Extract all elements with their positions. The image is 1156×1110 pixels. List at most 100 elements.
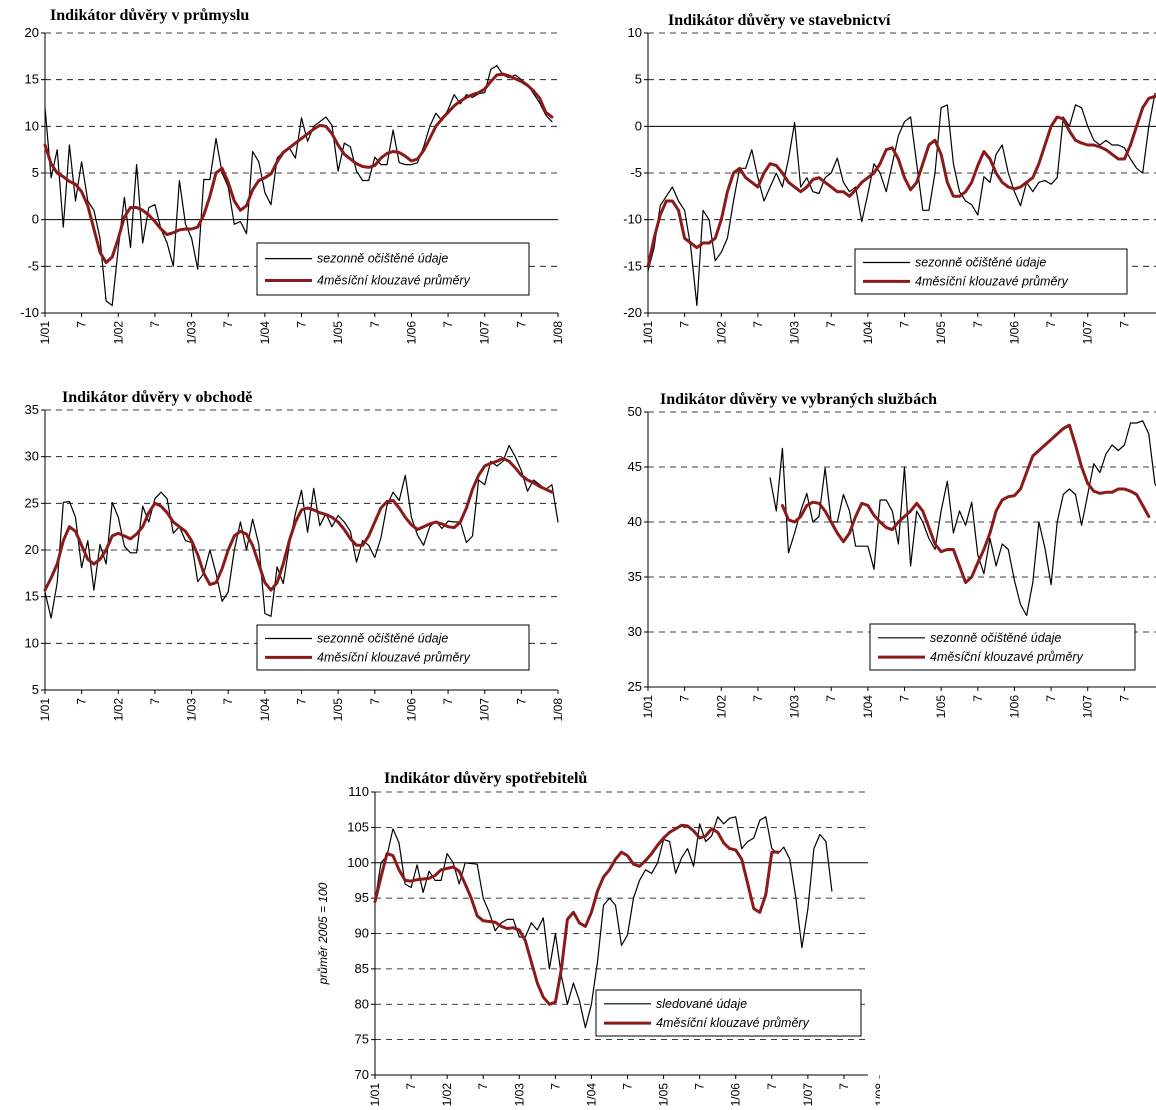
x-tick-label: 7	[368, 321, 382, 328]
chart-title: Indikátor důvěry spotřebitelů	[384, 770, 587, 787]
x-tick-label: 7	[824, 321, 838, 328]
x-tick-label: 7	[295, 321, 309, 328]
y-tick-label: 10	[25, 118, 39, 133]
chart-trade-svg: Indikátor důvěry v obchodě 5 10 15 20 25 30 35 1…	[25, 389, 565, 722]
series-line-moving-average	[373, 823, 780, 1006]
chart-industry: Indikátor důvěry v průmyslu -10 -5 0 5 10 15 20…	[0, 0, 578, 365]
x-tick-label: 1/07	[1081, 321, 1095, 345]
x-tick-label: 1/03	[185, 698, 199, 722]
y-tick-label: -15	[623, 258, 642, 273]
x-tick-label: 1/04	[861, 321, 875, 345]
x-tick-label: 1/01	[38, 321, 52, 345]
x-tick-label: 1/08	[873, 1083, 880, 1107]
y-tick-label: 5	[635, 72, 642, 87]
legend-box	[595, 989, 862, 1037]
x-tick-label: 7	[221, 321, 235, 328]
chart-construction: Indikátor důvěry ve stavebnictví -20 -15 -1…	[578, 0, 1156, 365]
x-tick-label: 7	[1117, 321, 1131, 328]
y-tick-label: 15	[25, 589, 39, 604]
legend-box	[256, 624, 530, 671]
legend-label: 4měsíční klouzavé průměry	[930, 650, 1084, 664]
y-tick-label: -10	[623, 212, 642, 227]
x-tick-label: 1/05	[934, 321, 948, 345]
y-tick-label: 30	[25, 449, 39, 464]
legend-label: 4měsíční klouzavé průměry	[317, 650, 471, 664]
chart-consumers: Indikátor důvěry spotřebitelů průměr 2005…	[300, 755, 880, 1110]
x-tick-label: 1/04	[258, 321, 272, 345]
x-tick-label: 1/08	[551, 698, 565, 722]
x-tick-label: 7	[837, 1083, 851, 1090]
y-tick-label: 0	[32, 212, 39, 227]
y-tick-label: -5	[630, 165, 642, 180]
x-tick-label: 1/06	[404, 698, 418, 722]
x-tick-label: 1/08	[1154, 695, 1156, 719]
x-tick-label: 7	[368, 698, 382, 705]
y-tick-label: 20	[25, 542, 39, 557]
x-tick-label: 1/03	[788, 321, 802, 345]
x-tick-label: 1/02	[111, 698, 125, 722]
x-tick-label: 7	[971, 321, 985, 328]
x-tick-label: 1/06	[1007, 695, 1021, 719]
y-tick-label: 110	[348, 784, 369, 799]
x-tick-label: 1/04	[584, 1083, 598, 1107]
x-tick-label: 7	[1044, 695, 1058, 702]
y-tick-label: 35	[628, 569, 642, 584]
x-tick-label: 7	[221, 698, 235, 705]
x-tick-label: 7	[1117, 695, 1131, 702]
chart-trade: Indikátor důvěry v obchodě 5 10 15 20 25 30 35 1…	[0, 375, 578, 740]
chart-services-svg: Indikátor důvěry ve vybraných službách 25…	[628, 391, 1156, 719]
x-tick-label: 7	[441, 321, 455, 328]
y-tick-label: 70	[355, 1067, 369, 1082]
y-tick-label: -10	[20, 305, 39, 320]
chart-title: Indikátor důvěry ve stavebnictví	[668, 12, 891, 29]
y-tick-label: 35	[25, 402, 39, 417]
x-tick-label: 7	[765, 1083, 779, 1090]
x-tick-label: 1/05	[331, 321, 345, 345]
x-tick-label: 7	[514, 321, 528, 328]
x-tick-label: 1/04	[861, 695, 875, 719]
series-line-moving-average	[780, 423, 1151, 584]
x-tick-label: 1/02	[440, 1083, 454, 1107]
y-tick-label: 10	[25, 635, 39, 650]
x-tick-label: 7	[898, 321, 912, 328]
legend-label: sezonně očištěné údaje	[930, 631, 1061, 645]
x-tick-label: 7	[678, 695, 692, 702]
series-line-raw	[44, 65, 553, 307]
x-tick-label: 7	[75, 698, 89, 705]
y-tick-label: 80	[355, 996, 369, 1011]
x-tick-label: 7	[693, 1083, 707, 1090]
x-tick-label: 7	[441, 698, 455, 705]
series-line-raw	[647, 93, 1156, 307]
series-line-raw	[44, 444, 559, 619]
x-tick-label: 1/07	[478, 698, 492, 722]
x-tick-label: 1/01	[38, 698, 52, 722]
y-tick-label: 40	[628, 514, 642, 529]
series-line-moving-average	[43, 457, 554, 592]
y-axis-label: průměr 2005 = 100	[316, 882, 330, 985]
x-tick-label: 1/07	[801, 1083, 815, 1107]
legend-box	[869, 623, 1136, 671]
x-tick-label: 7	[751, 695, 765, 702]
x-tick-label: 7	[751, 321, 765, 328]
y-tick-label: 30	[628, 624, 642, 639]
x-tick-label: 1/01	[641, 695, 655, 719]
x-tick-label: 1/01	[368, 1083, 382, 1107]
x-tick-label: 1/02	[714, 695, 728, 719]
x-tick-label: 7	[678, 321, 692, 328]
y-tick-label: 50	[628, 404, 642, 419]
x-tick-label: 1/05	[934, 695, 948, 719]
legend-label: 4měsíční klouzavé průměry	[915, 274, 1069, 288]
series-line-raw	[374, 816, 833, 1029]
x-tick-label: 1/03	[185, 321, 199, 345]
x-tick-label: 1/03	[788, 695, 802, 719]
series-line-moving-average	[646, 95, 1156, 268]
chart-title: Indikátor důvěry ve vybraných službách	[660, 391, 937, 408]
x-tick-label: 7	[621, 1083, 635, 1090]
x-tick-label: 1/08	[1154, 321, 1156, 345]
chart-consumers-svg: Indikátor důvěry spotřebitelů průměr 2005…	[316, 770, 880, 1107]
y-tick-label: 105	[347, 819, 369, 834]
legend-label: 4měsíční klouzavé průměry	[317, 273, 471, 287]
chart-industry-svg: Indikátor důvěry v průmyslu -10 -5 0 5 10 15 20…	[20, 7, 565, 345]
y-tick-label: -20	[623, 305, 642, 320]
x-tick-label: 7	[514, 698, 528, 705]
